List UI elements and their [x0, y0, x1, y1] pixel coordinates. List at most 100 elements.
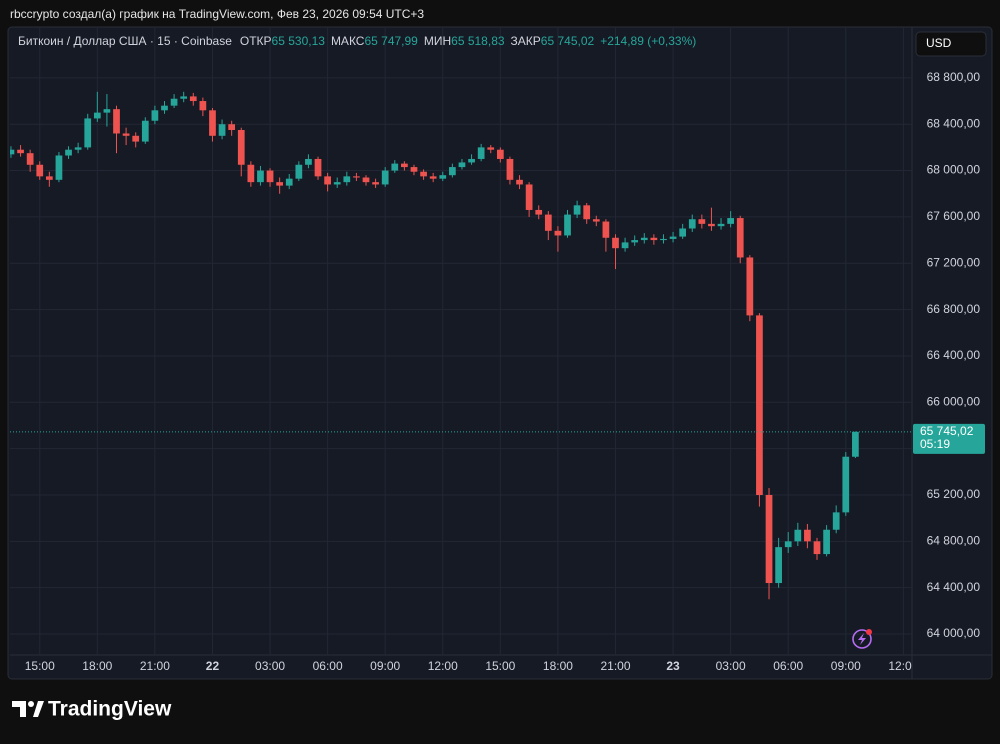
candle-body	[93, 112, 101, 119]
x-tick-label: 09:00	[370, 659, 400, 673]
y-tick-label: 67 200,00	[927, 255, 981, 269]
candle-body	[784, 541, 792, 548]
candle-body	[564, 214, 571, 236]
candle-body	[324, 176, 331, 185]
candle-body	[439, 175, 447, 179]
candle-body	[26, 153, 34, 165]
candle-body	[516, 179, 523, 185]
branding: TradingView	[48, 698, 172, 721]
candle-body	[487, 147, 495, 150]
candle-body	[602, 221, 610, 238]
candle-body	[65, 149, 72, 156]
candle-body	[237, 130, 245, 165]
legend-key: ЗАКР	[511, 34, 541, 48]
x-tick-label: 18:00	[543, 659, 573, 673]
candle-body	[372, 182, 379, 185]
candle-body	[45, 176, 53, 180]
candle-body	[573, 205, 581, 215]
candle-body	[525, 184, 533, 210]
candles	[10, 91, 859, 600]
candle-body	[401, 163, 408, 168]
x-tick-label: 03:00	[255, 659, 285, 673]
candle-body	[74, 147, 82, 150]
candle-body	[544, 214, 552, 231]
candle-body	[842, 456, 850, 513]
y-tick-label: 68 400,00	[927, 116, 981, 130]
header: rbccrypto создал(а) график на TradingVie…	[10, 7, 424, 21]
x-tick-label: 06:00	[313, 659, 343, 673]
candle-body	[276, 182, 283, 186]
candle-body	[257, 170, 264, 183]
candle-body	[717, 223, 725, 227]
y-tick-label: 65 200,00	[927, 487, 981, 501]
candle-body	[218, 124, 226, 136]
y-tick-label: 66 800,00	[927, 302, 981, 316]
candle-body	[314, 158, 322, 177]
candle-body	[804, 529, 811, 542]
y-tick-label: 66 400,00	[927, 348, 981, 362]
candle-body	[813, 541, 821, 555]
legend-value: 65 530,13	[272, 34, 326, 48]
x-tick-label: 21:00	[600, 659, 630, 673]
candle-body	[650, 237, 658, 241]
y-tick-label: 66 000,00	[927, 394, 981, 408]
candle-body	[794, 529, 802, 542]
candle-body	[266, 170, 274, 183]
y-tick-label: 67 600,00	[927, 209, 981, 223]
candle-body	[410, 167, 418, 172]
candle-body	[141, 120, 149, 142]
candle-body	[420, 171, 427, 177]
candle-body	[640, 237, 648, 241]
x-tick-label: 12:00	[888, 659, 918, 673]
legend-value: 65 518,83	[451, 34, 505, 48]
candle-body	[669, 236, 677, 239]
candle-body	[170, 98, 178, 106]
x-tick-label: 23	[666, 659, 680, 673]
countdown: 05:19	[920, 437, 950, 451]
candle-body	[151, 110, 159, 121]
candle-body	[765, 494, 773, 584]
candle-body	[746, 257, 754, 316]
candle-body	[679, 228, 687, 237]
legend-value: 65 745,02	[541, 34, 595, 48]
candle-body	[36, 164, 44, 177]
legend-key: ОТКР	[240, 34, 272, 48]
candle-body	[592, 219, 600, 222]
x-tick-label: 15:00	[485, 659, 515, 673]
x-tick-label: 15:00	[25, 659, 55, 673]
candle-body	[247, 164, 255, 183]
candle-body	[688, 219, 696, 229]
x-tick-label: 09:00	[831, 659, 861, 673]
candle-body	[823, 529, 830, 555]
candle-body	[449, 167, 456, 176]
candle-body	[199, 101, 207, 111]
candle-body	[708, 223, 715, 227]
candle-body	[343, 176, 351, 183]
candle-body	[775, 547, 782, 584]
x-tick-label: 21:00	[140, 659, 170, 673]
candle-body	[180, 96, 188, 99]
candle-body	[698, 219, 706, 224]
candle-body	[189, 96, 197, 102]
candle-body	[132, 135, 140, 142]
candle-body	[554, 230, 562, 236]
legend-change: +214,89 (+0,33%)	[600, 34, 696, 48]
candle-body	[852, 431, 859, 457]
candle-body	[84, 118, 92, 148]
candle-body	[285, 178, 293, 186]
legend-value: 65 747,99	[364, 34, 418, 48]
x-tick-label: 12:00	[428, 659, 458, 673]
candle-body	[161, 105, 168, 111]
y-tick-label: 64 800,00	[927, 534, 981, 548]
legend-title: Биткоин / Доллар США · 15 · Coinbase	[18, 34, 232, 48]
currency-button[interactable]	[915, 31, 987, 57]
candle-body	[362, 177, 370, 183]
candle-body	[353, 176, 360, 178]
candle-body	[496, 149, 504, 159]
x-tick-label: 22	[206, 659, 220, 673]
candle-body	[756, 315, 763, 495]
candle-body	[55, 155, 63, 180]
lightning-icon	[852, 629, 872, 649]
